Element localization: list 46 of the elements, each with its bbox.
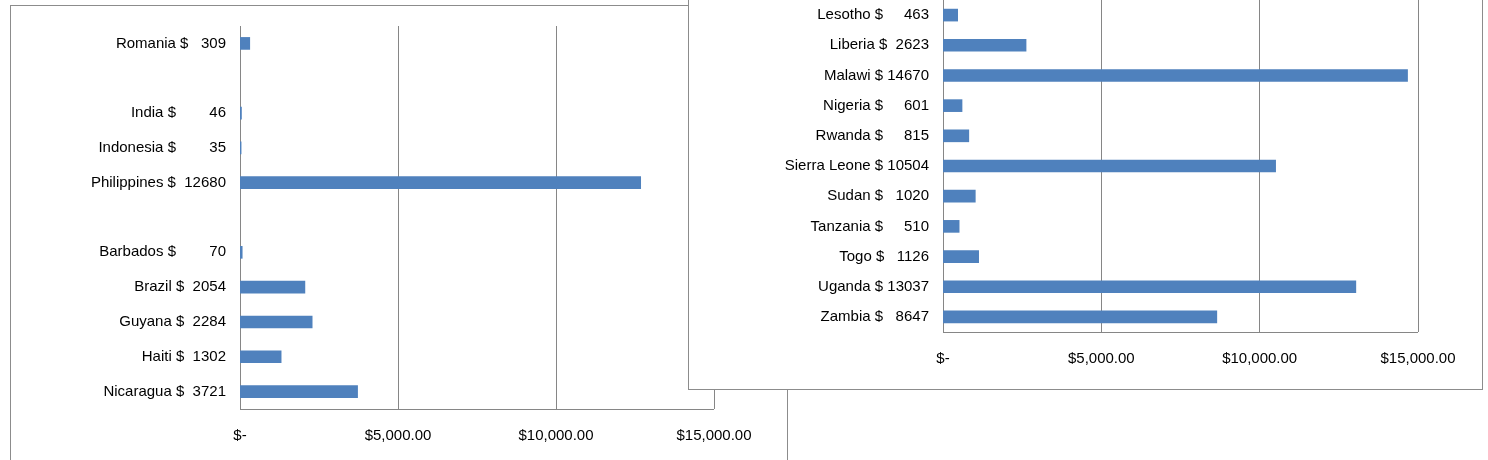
bar: [943, 69, 1408, 82]
x-tick-label: $5,000.00: [1067, 349, 1135, 367]
x-tick-label: $10,000.00: [518, 426, 594, 444]
y-tick-label: Liberia $ 2623: [829, 35, 929, 53]
bar: [943, 99, 963, 112]
bar: [943, 189, 976, 203]
x-tick-label: $15,000.00: [676, 426, 752, 444]
y-tick-label: Brazil $ 2054: [134, 277, 226, 295]
bar: [943, 250, 979, 263]
y-tick-label: Sudan $ 1020: [827, 186, 929, 204]
y-tick-label: Indonesia $ 35: [98, 138, 226, 155]
bar: [943, 8, 958, 22]
bar: [240, 280, 306, 294]
bar: [943, 310, 1218, 324]
x-tick-label: $15,000.00: [1380, 349, 1456, 367]
x-tick-label: $-: [936, 349, 950, 367]
bar: [240, 245, 243, 259]
x-tick-label: $5,000.00: [364, 426, 432, 444]
y-tick-label: Haiti $ 1302: [141, 346, 226, 364]
x-tick-label: $-: [233, 426, 247, 444]
y-tick-label: India $ 46: [130, 103, 226, 121]
bar: [240, 350, 282, 364]
bar: [943, 129, 970, 143]
bar: [240, 385, 358, 398]
y-tick-label: Nigeria $ 601: [823, 95, 929, 113]
y-tick-label: Lesotho $ 463: [817, 5, 929, 23]
y-tick-label: Barbados $ 70: [99, 242, 226, 260]
y-tick-label: Sierra Leone $ 10504: [784, 156, 929, 174]
bar: [943, 159, 1276, 173]
y-tick-label: Nicaragua $ 3721: [103, 381, 226, 399]
y-tick-label: Romania $ 309: [115, 33, 226, 51]
y-tick-label: Malawi $ 14670: [823, 65, 929, 83]
bar: [240, 37, 251, 50]
y-tick-label: Philippines $ 12680: [90, 172, 226, 190]
y-tick-label: Zambia $ 8647: [820, 307, 929, 325]
x-tick-label: $10,000.00: [1222, 349, 1298, 367]
bar: [943, 38, 1027, 52]
y-tick-label: Guyana $ 2284: [119, 312, 226, 330]
y-tick-label: Rwanda $ 815: [815, 125, 929, 143]
bar: [240, 315, 313, 329]
bar: [943, 280, 1357, 294]
y-tick-label: Uganda $ 13037: [818, 276, 929, 294]
bar: [240, 176, 642, 190]
y-tick-label: Togo $ 1126: [839, 246, 929, 264]
bar: [943, 220, 960, 233]
y-tick-label: Tanzania $ 510: [810, 216, 929, 234]
